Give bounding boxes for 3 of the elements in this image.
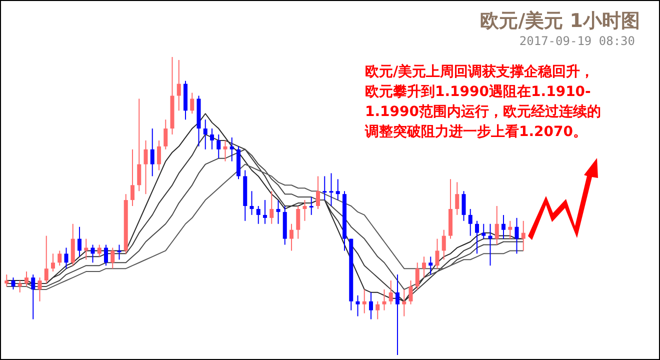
annotation: 欧元/美元上周回调获支撑企稳回升，欧元攀升到1.1990遇阻在1.1910-1.1990范围内运行，欧元经过连续的调整突破阻力进一步上看1.2070。: [365, 62, 602, 142]
text: 2017-09-19 08:30: [519, 34, 635, 48]
chart-title: 欧元/美元 1小时图: [480, 10, 640, 32]
